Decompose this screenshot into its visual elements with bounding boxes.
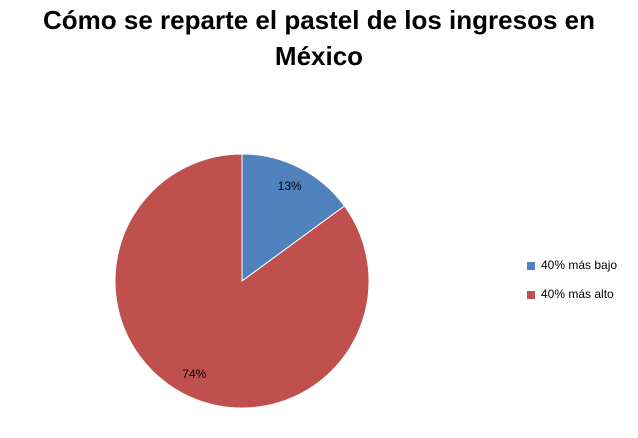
legend-swatch [527, 291, 535, 299]
pie-slice [241, 153, 346, 282]
legend-swatch [527, 262, 535, 270]
pie-slice [114, 153, 370, 409]
data-label: 13% [278, 179, 302, 193]
legend-label: 40% más alto [541, 287, 614, 301]
chart-title: Cómo se reparte el pastel de los ingreso… [43, 5, 595, 71]
data-label: 74% [182, 367, 206, 381]
legend-label: 40% más bajo [541, 258, 617, 272]
